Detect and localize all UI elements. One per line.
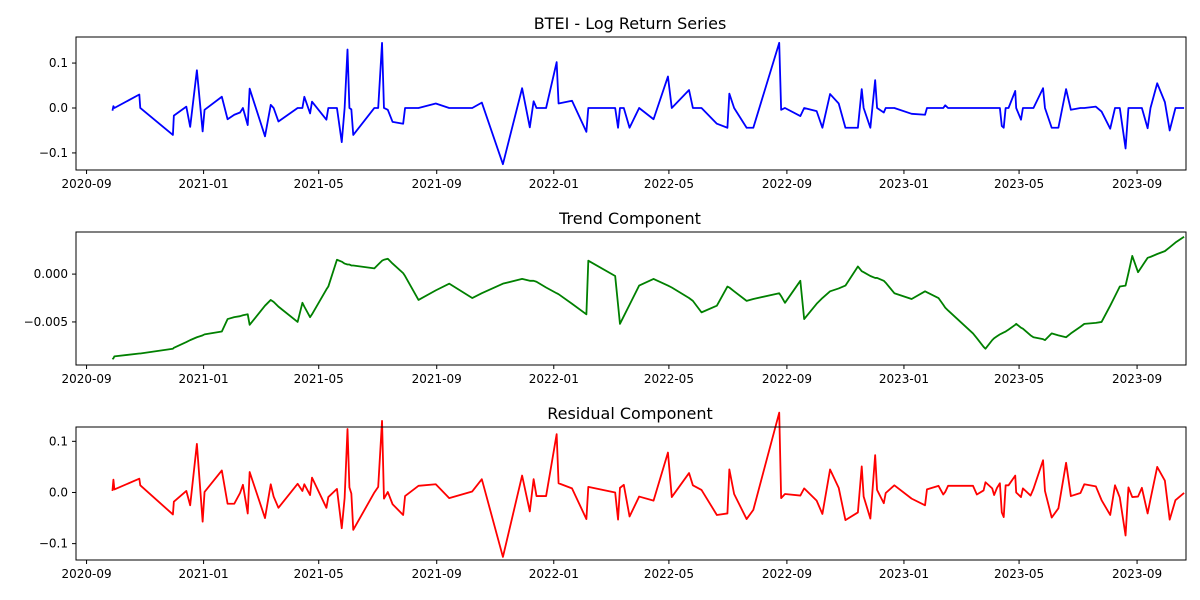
y-axis: −0.1 0.0 0.1 [39,434,76,551]
series-line [111,411,1185,558]
x-tick-label: 2023-05 [994,372,1044,386]
chart-title: Trend Component [558,209,701,228]
x-tick-label: 2022-01 [529,567,579,581]
x-tick-label: 2023-09 [1112,177,1162,191]
series [111,411,1185,558]
x-tick-label: 2022-05 [644,567,694,581]
x-tick-label: 2023-05 [994,177,1044,191]
x-tick-label: 2020-09 [61,177,111,191]
y-tick-label: −0.1 [39,537,68,551]
series-line [111,41,1185,166]
x-tick-label: 2021-01 [179,372,229,386]
chart-title: BTEI - Log Return Series [534,14,727,33]
x-tick-label: 2021-01 [179,567,229,581]
y-tick-label: −0.005 [24,315,68,329]
x-tick-label: 2020-09 [61,567,111,581]
x-tick-label: 2021-09 [412,177,462,191]
x-tick-label: 2021-09 [412,372,462,386]
x-tick-label: 2022-05 [644,372,694,386]
series [111,236,1185,360]
x-tick-label: 2021-01 [179,177,229,191]
y-axis: −0.1 0.0 0.1 [39,56,76,160]
x-tick-label: 2021-05 [294,567,344,581]
series-line [111,236,1185,360]
series [111,41,1185,166]
y-tick-label: −0.1 [39,146,68,160]
panel-trend: Trend Component 2020-09 2021-01 2021-05 202… [24,209,1187,386]
panel-log-return: BTEI - Log Return Series 2020-09 2021-01 2… [39,14,1187,191]
x-tick-label: 2023-01 [879,567,929,581]
x-tick-label: 2021-09 [412,567,462,581]
x-tick-label: 2023-09 [1112,372,1162,386]
y-tick-label: 0.0 [49,485,68,499]
x-tick-label: 2023-05 [994,567,1044,581]
plot-frame [75,36,1187,171]
x-axis: 2020-09 2021-01 2021-05 2021-09 2022-01 2022-… [61,560,1162,581]
x-tick-label: 2022-01 [529,372,579,386]
y-tick-label: 0.1 [49,434,68,448]
x-tick-label: 2023-01 [879,177,929,191]
x-axis: 2020-09 2021-01 2021-05 2021-09 2022-01 2022-… [61,365,1162,386]
x-tick-label: 2022-01 [529,177,579,191]
x-tick-label: 2023-01 [879,372,929,386]
x-tick-label: 2022-09 [762,567,812,581]
y-tick-label: 0.0 [49,101,68,115]
panel-residual: Residual Component 2020-09 2021-01 2021-05… [39,404,1187,581]
x-tick-label: 2022-09 [762,372,812,386]
x-tick-label: 2021-05 [294,177,344,191]
chart-title: Residual Component [547,404,713,423]
x-tick-label: 2022-05 [644,177,694,191]
plot-frame [75,426,1187,561]
x-tick-label: 2021-05 [294,372,344,386]
x-tick-label: 2022-09 [762,177,812,191]
x-axis: 2020-09 2021-01 2021-05 2021-09 2022-01 2022-… [61,170,1162,191]
y-tick-label: 0.000 [34,267,68,281]
y-tick-label: 0.1 [49,56,68,70]
x-tick-label: 2020-09 [61,372,111,386]
x-tick-label: 2023-09 [1112,567,1162,581]
y-axis: −0.005 0.000 [24,267,76,329]
plot-frame [75,231,1187,366]
